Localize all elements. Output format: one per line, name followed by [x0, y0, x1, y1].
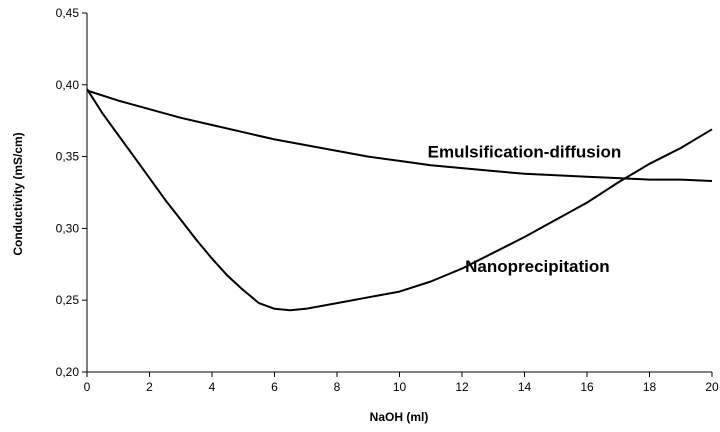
x-tick-label: 2 [146, 380, 153, 394]
x-tick-label: 18 [643, 380, 657, 394]
y-tick-label: 0,20 [56, 365, 80, 379]
series-line [86, 88, 713, 312]
y-tick-label: 0,40 [56, 78, 80, 92]
y-tick-label: 0,30 [56, 221, 80, 235]
x-tick-label: 16 [580, 380, 594, 394]
y-tick-label: 0,25 [56, 293, 80, 307]
series-labels: Emulsification-diffusion Nanoprecipitatio… [428, 142, 622, 276]
y-tick-label: 0,45 [56, 6, 80, 20]
series-line [86, 89, 713, 182]
x-tick-label: 12 [455, 380, 469, 394]
x-tick-label: 8 [334, 380, 341, 394]
axes [82, 12, 713, 377]
x-axis-title: NaOH (ml) [370, 410, 429, 424]
x-tick-label: 14 [518, 380, 532, 394]
y-axis-title: Conductivity (mS/cm) [11, 132, 25, 255]
x-tick-label: 6 [271, 380, 278, 394]
x-tick-label: 20 [705, 380, 719, 394]
series-label: Emulsification-diffusion [428, 142, 622, 161]
series-lines [86, 88, 713, 312]
x-tick-label: 0 [84, 380, 91, 394]
x-tick-label: 4 [209, 380, 216, 394]
y-tick-label: 0,35 [56, 150, 80, 164]
tick-labels: 0,20 0,25 0,30 0,35 0,40 0,45 0 2 4 6 8 10 12 14 16 18 2… [56, 6, 719, 394]
x-tick-label: 10 [393, 380, 407, 394]
series-label: Nanoprecipitation [465, 257, 610, 276]
